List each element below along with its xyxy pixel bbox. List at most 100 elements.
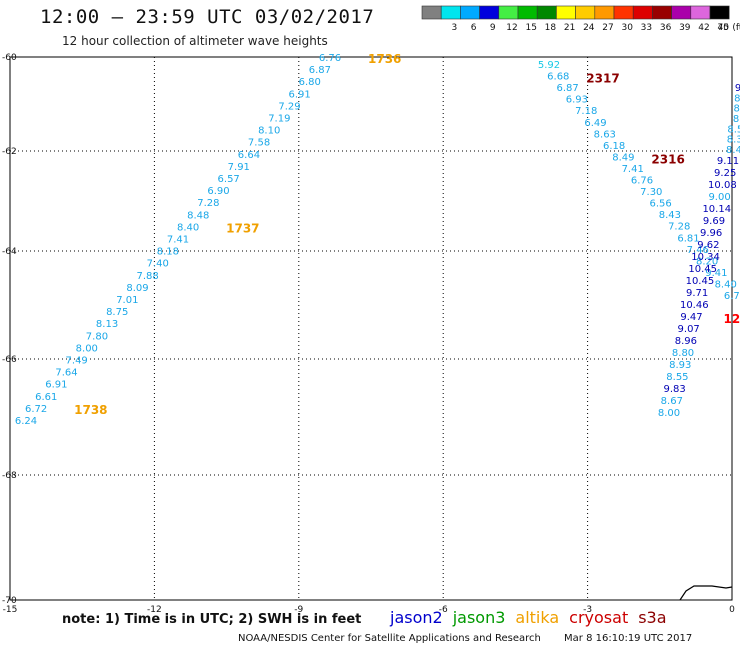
legend-label: 27 [602,23,613,33]
track-b-value: 9.41 [705,268,727,279]
track-b-value: 6.68 [547,72,569,83]
track-c-value: 9.83 [663,384,685,395]
track-b-value: 7.18 [575,106,597,117]
lat-tick-label: -62 [2,147,17,157]
lon-tick-label: -3 [583,605,592,615]
track-a-value: 8.00 [76,343,98,354]
track-b-value: 7.28 [668,222,690,233]
track-c-value: 9.11 [717,156,739,167]
map-title: 12:00 – 23:59 UTC 03/02/2017 [40,6,375,28]
track-a-value: 7.29 [278,101,300,112]
legend-label: 45 [717,23,728,33]
legend-label: 15 [525,23,536,33]
coastline [679,585,733,601]
lat-tick-label: -66 [2,355,17,365]
lon-tick-label: -15 [3,605,18,615]
track-c-value: 8.00 [658,408,680,419]
track-c-value: 10.34 [691,252,720,263]
track-b-value: 6.81 [677,233,699,244]
track-c-value: 8.67 [661,396,683,407]
track-a-value: 6.90 [207,186,229,197]
track-c-value: 9.25 [714,168,736,179]
track-d-value: 9 [735,83,740,94]
track-d-value: 8 [733,114,739,125]
track-a-value: 6.91 [288,89,310,100]
legend-label: 70 [717,23,729,33]
lon-tick-label: 0 [729,605,735,615]
track-d-value: 8 [733,104,739,115]
track-a-value: 6.91 [45,380,67,391]
track-a-value: 6.80 [299,77,321,88]
legend-label: 39 [679,23,691,33]
track-a-value: 7.28 [197,198,219,209]
legend-swatch [709,5,730,20]
track-c-value: 9.96 [700,228,722,239]
legend-label: 36 [660,23,672,33]
lat-tick-label: -68 [2,471,17,481]
track-a-value: 6.57 [218,174,240,185]
track-c-value: 9.00 [708,192,730,203]
track-a-value: 6.61 [35,392,57,403]
lon-tick-label: -12 [147,605,162,615]
legend-label: 21 [564,23,575,33]
track-a-value: 7.80 [86,331,108,342]
track-c-value: 9.62 [697,240,719,251]
legend-label: 12 [506,23,517,33]
legend-label: 33 [641,23,652,33]
legend-label: 6 [471,23,477,33]
credit-line: NOAA/NESDIS Center for Satellite Applica… [238,633,712,644]
legend-label: 9 [490,23,496,33]
track-a-value: 7.91 [228,162,250,173]
track-a-value: 8.13 [96,319,118,330]
track-a-value: 7.40 [147,259,169,270]
track-b-value: 6.72 [724,291,740,302]
satellite-jason2: jason2 [390,608,443,627]
track-a-value: 7.49 [66,356,88,367]
time-label: 2316 [651,152,684,166]
track-b-value: 7.30 [640,187,662,198]
map-frame [9,56,733,601]
track-b-value: 6.87 [556,83,578,94]
track-b-value: 8.63 [594,129,616,140]
time-label: 2317 [586,72,619,86]
time-label: 125 [723,312,740,326]
track-c-value: 8.55 [666,372,688,383]
lat-tick-label: -60 [2,53,17,63]
track-a-value: 7.41 [167,235,189,246]
credit-org: NOAA/NESDIS Center for Satellite Applica… [238,633,541,644]
track-a-value: 6.72 [25,404,47,415]
track-c-value: 10.14 [702,204,731,215]
track-a-value: 6.64 [238,150,260,161]
legend-label: 30 [621,23,633,33]
track-a-value: 8.48 [187,210,209,221]
lat-tick-label: -70 [2,596,17,606]
legend-label: 18 [545,23,557,33]
track-a-value: 8.10 [258,126,280,137]
track-b-value: 6.49 [584,118,606,129]
track-c-value: 10.45 [686,276,715,287]
track-b-value: 8.20 [696,256,718,267]
track-a-value: 6.24 [15,416,37,427]
footer-note: note: 1) Time is in UTC; 2) SWH is in fe… [62,612,362,627]
satellite-altika: altika [515,608,560,627]
track-a-value: 6.76 [319,53,341,64]
legend-label: 24 [583,23,595,33]
track-a-value: 8.18 [157,247,179,258]
lon-tick-label: -6 [439,605,448,615]
track-c-value: 10.46 [680,300,709,311]
credit-time: Mar 8 16:10:19 UTC 2017 [564,633,693,644]
track-a-value: 7.19 [268,114,290,125]
track-d-value: 8 [734,93,740,104]
track-b-value: 6.56 [649,199,671,210]
track-c-value: 8.96 [675,336,697,347]
track-b-value: 8.43 [659,210,681,221]
track-b-value: 8.49 [612,152,634,163]
satellite-cryosat: cryosat [569,608,629,627]
legend-label: 3 [452,23,458,33]
time-label: 1736 [368,52,401,66]
track-a-value: 7.58 [248,138,270,149]
track-b-value: 6.93 [566,95,588,106]
satellite-jason3: jason3 [452,608,506,627]
track-a-value: 7.64 [55,368,77,379]
